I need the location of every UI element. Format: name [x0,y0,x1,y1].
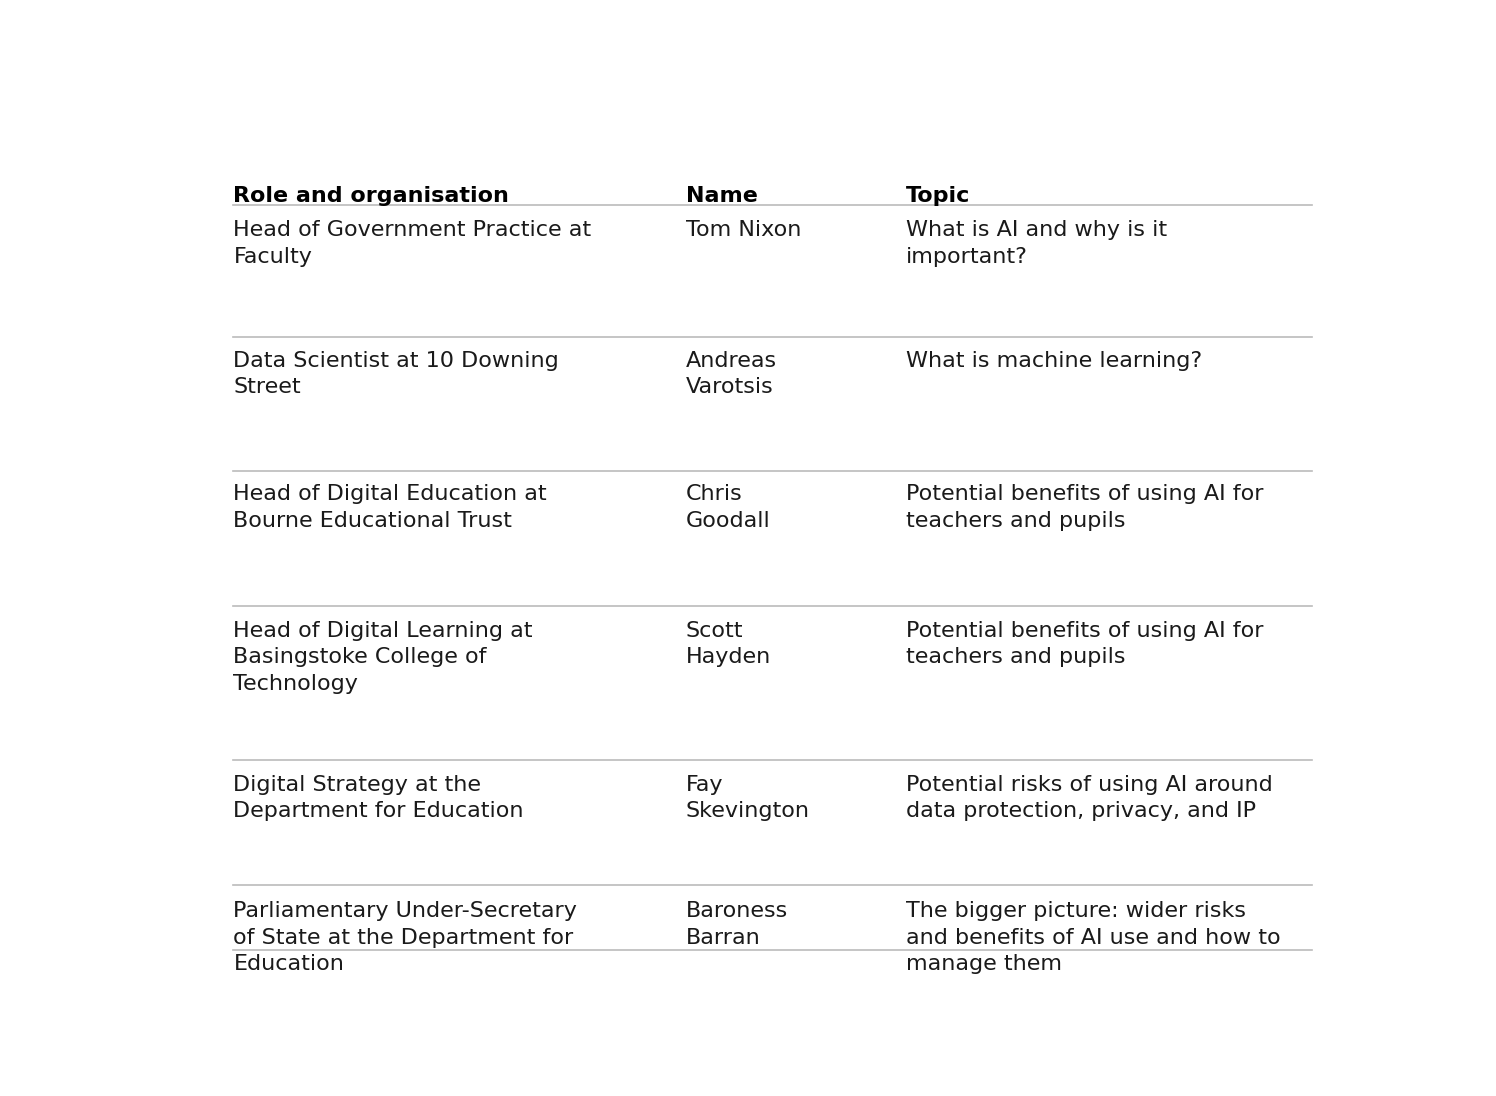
Text: What is AI and why is it
important?: What is AI and why is it important? [907,220,1167,266]
Text: Parliamentary Under-Secretary
of State at the Department for
Education: Parliamentary Under-Secretary of State a… [233,901,577,974]
Text: Head of Digital Education at
Bourne Educational Trust: Head of Digital Education at Bourne Educ… [233,484,548,530]
Text: Potential benefits of using AI for
teachers and pupils: Potential benefits of using AI for teach… [907,484,1263,530]
Text: Digital Strategy at the
Department for Education: Digital Strategy at the Department for E… [233,775,524,821]
Text: The bigger picture: wider risks
and benefits of AI use and how to
manage them: The bigger picture: wider risks and bene… [907,901,1281,974]
Text: Scott
Hayden: Scott Hayden [685,621,770,667]
Text: Role and organisation: Role and organisation [233,186,509,206]
Text: Potential risks of using AI around
data protection, privacy, and IP: Potential risks of using AI around data … [907,775,1273,821]
Text: Data Scientist at 10 Downing
Street: Data Scientist at 10 Downing Street [233,351,560,398]
Text: Head of Digital Learning at
Basingstoke College of
Technology: Head of Digital Learning at Basingstoke … [233,621,533,694]
Text: Fay
Skevington: Fay Skevington [685,775,809,821]
Text: Chris
Goodall: Chris Goodall [685,484,770,530]
Text: Head of Government Practice at
Faculty: Head of Government Practice at Faculty [233,220,591,266]
Text: Name: Name [685,186,757,206]
Text: Baroness
Barran: Baroness Barran [685,901,788,948]
Text: Potential benefits of using AI for
teachers and pupils: Potential benefits of using AI for teach… [907,621,1263,667]
Text: Andreas
Varotsis: Andreas Varotsis [685,351,776,398]
Text: Tom Nixon: Tom Nixon [685,220,800,240]
Text: Topic: Topic [907,186,971,206]
Text: What is machine learning?: What is machine learning? [907,351,1201,370]
